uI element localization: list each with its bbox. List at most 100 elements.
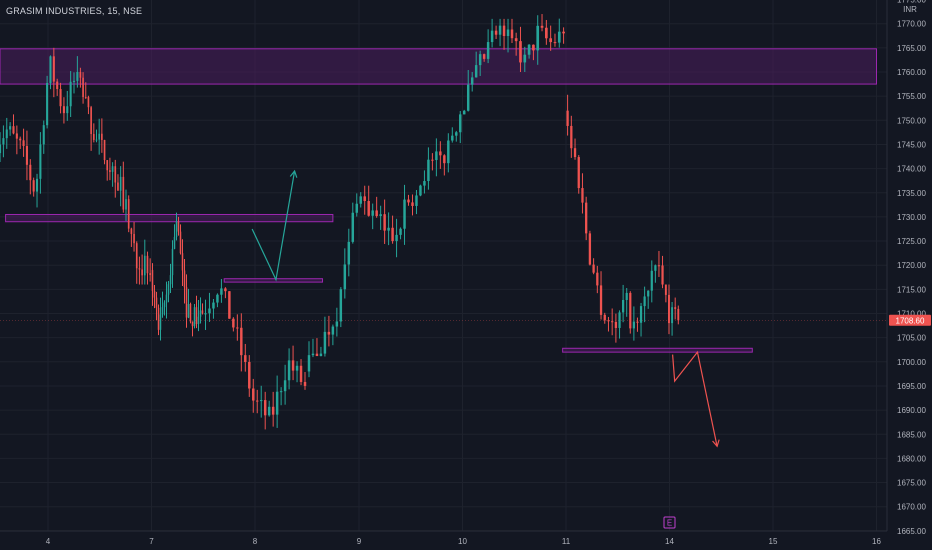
candle-body: [5, 129, 8, 139]
candle-body: [514, 38, 518, 42]
candle-body: [39, 144, 42, 179]
candle-body: [15, 133, 18, 139]
zone-rect-4[interactable]: [562, 347, 753, 353]
y-tick-label: 1745.00: [897, 140, 926, 149]
candle-body: [395, 234, 398, 242]
candle-body: [545, 27, 548, 39]
candle-body: [236, 327, 239, 329]
candle-body: [59, 89, 62, 107]
price-axis[interactable]: 1665.00 1670.00 1675.00 1680.00 1685.00 1690.…: [886, 0, 926, 536]
candle-body: [291, 360, 295, 371]
y-tick-label: 1700.00: [897, 358, 926, 367]
candle-body: [607, 320, 610, 322]
supply-demand-zones[interactable]: [0, 48, 877, 353]
candle-body: [216, 294, 219, 303]
y-tick-label: 1685.00: [897, 430, 926, 439]
candle-body: [592, 264, 595, 273]
candle-body: [562, 31, 565, 34]
legend-separator-1: ,: [101, 6, 108, 16]
candle-body: [72, 80, 76, 82]
candle-body: [185, 287, 188, 318]
candle-body: [466, 84, 470, 111]
candle-body: [122, 176, 125, 210]
candle-body: [654, 265, 657, 271]
x-tick-label: 11: [562, 537, 571, 546]
y-tick-label: 1725.00: [897, 237, 926, 246]
candle-body: [470, 77, 474, 85]
candle-body: [351, 212, 355, 242]
earnings-event-marker[interactable]: E: [663, 516, 676, 529]
candle-body: [463, 110, 466, 115]
legend-exchange: NSE: [123, 6, 143, 16]
arrow-head: [289, 169, 298, 178]
y-tick-label: 1760.00: [897, 68, 926, 77]
y-tick-label: 1775.00: [897, 0, 926, 5]
projection-arrow-1[interactable]: [251, 170, 296, 282]
candle-body: [95, 139, 98, 141]
candle-body: [391, 227, 394, 242]
candle-body: [431, 159, 434, 161]
candle-body: [220, 288, 223, 295]
candle-body: [151, 270, 154, 291]
candle-body: [117, 182, 119, 191]
candle-body: [647, 290, 650, 297]
zone-rect-2[interactable]: [5, 213, 334, 223]
candle-body: [367, 200, 370, 216]
candle-body: [228, 291, 231, 319]
candle-body: [566, 110, 569, 126]
candle-body: [661, 265, 664, 285]
candle-body: [596, 272, 599, 286]
projection-arrows[interactable]: [251, 169, 720, 448]
y-tick-label: 1765.00: [897, 44, 926, 53]
candle-body: [519, 41, 522, 63]
candle-body: [19, 138, 22, 141]
candle-body: [331, 326, 335, 335]
candle-body: [111, 166, 114, 172]
candle-body: [371, 210, 374, 216]
candle-body: [327, 331, 331, 335]
candle-body: [379, 214, 382, 217]
candle-body: [490, 30, 494, 43]
candle-body: [494, 30, 498, 35]
candle-body: [259, 400, 263, 402]
arrow-head: [712, 439, 720, 448]
candle-body: [279, 391, 283, 393]
candle-body: [553, 42, 557, 44]
zone-rect-1[interactable]: [0, 48, 877, 85]
candle-body: [474, 65, 478, 78]
y-tick-label: 1735.00: [897, 189, 926, 198]
time-axis[interactable]: 4 7 8 9 10 11 14 15 16: [0, 530, 887, 546]
candle-body: [256, 400, 259, 402]
candle-body: [183, 270, 186, 288]
zone-rect-3[interactable]: [223, 278, 324, 283]
candle-body: [114, 166, 117, 183]
candle-body: [56, 81, 59, 90]
candle-body: [363, 196, 366, 201]
candle-body: [668, 294, 670, 324]
legend-interval: 15: [107, 6, 118, 16]
candle-body: [573, 148, 577, 158]
candle-body: [629, 292, 632, 329]
candle-body: [636, 321, 639, 323]
candle-body: [109, 170, 111, 172]
candle-body: [244, 355, 247, 362]
candle-body: [510, 29, 514, 39]
event-label: E: [667, 519, 672, 528]
candle-body: [622, 299, 625, 313]
candle-body: [303, 381, 307, 386]
candle-body: [84, 97, 87, 99]
y-tick-label: 1695.00: [897, 382, 926, 391]
candle-body: [399, 228, 402, 235]
candle-body: [212, 302, 215, 309]
candle-body: [191, 321, 194, 327]
candle-body: [101, 133, 103, 140]
candle-body: [130, 228, 133, 234]
candle-body: [455, 132, 458, 136]
candle-body: [90, 107, 92, 135]
y-tick-label: 1720.00: [897, 261, 926, 270]
candle-body: [611, 321, 614, 323]
chart-legend: GRASIM INDUSTRIES, 15, NSE: [6, 6, 142, 16]
candle-body: [359, 196, 362, 204]
projection-arrow-2[interactable]: [672, 350, 718, 447]
